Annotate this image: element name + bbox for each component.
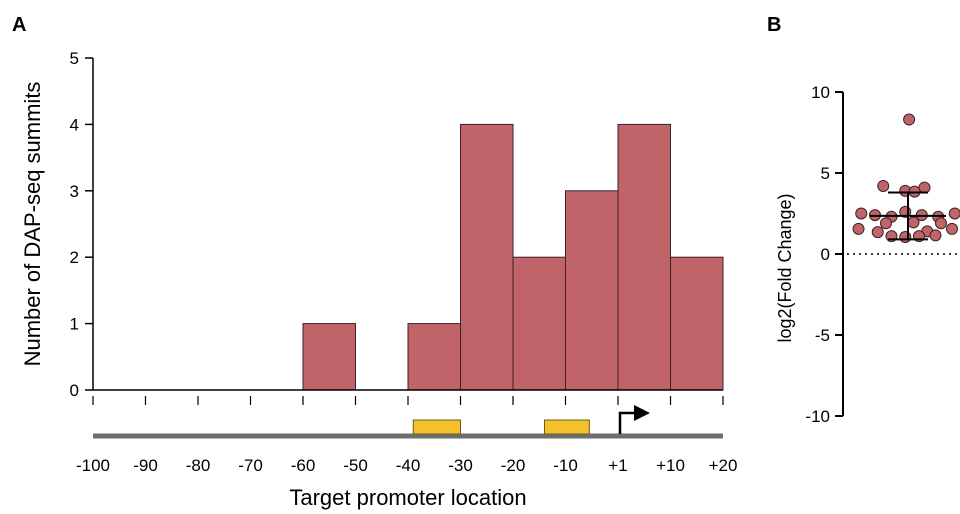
x-tick-label: -30 (448, 456, 473, 475)
promoter-element-box (412, 419, 461, 435)
histogram-bars (302, 123, 724, 391)
x-tick-label: -20 (501, 456, 526, 475)
y-tick-label-b: 5 (821, 164, 830, 183)
x-tick-label: +10 (656, 456, 685, 475)
promoter-element-box (544, 419, 590, 435)
data-point (877, 179, 890, 192)
y-tick-label: 4 (70, 115, 79, 134)
histogram-axes: 0 1 2 3 4 5 -100 -90 -80 -70 -60 -50 -40 -30 -20 -10 +1 +… (70, 49, 738, 475)
x-tick-label: +20 (709, 456, 738, 475)
x-tick-label: -90 (133, 456, 158, 475)
y-tick-label-b: 10 (811, 83, 830, 102)
histogram-chart: 0 1 2 3 4 5 -100 -90 -80 -70 -60 -50 -40 -30 -20 -10 +1 +… (20, 49, 737, 510)
data-point (899, 230, 912, 243)
data-point (935, 217, 947, 230)
x-tick-label: -70 (238, 456, 263, 475)
data-point (946, 222, 958, 235)
x-tick-label: -50 (343, 456, 368, 475)
data-point (929, 229, 942, 242)
data-point (855, 207, 868, 220)
data-point (852, 222, 865, 235)
histogram-bar (512, 256, 566, 391)
data-point (880, 217, 892, 230)
data-point (871, 226, 884, 239)
y-tick-label: 5 (70, 49, 79, 68)
x-tick-label: -100 (76, 456, 110, 475)
y-tick-label: 1 (70, 315, 79, 334)
x-tick-label: -40 (396, 456, 421, 475)
data-point (948, 207, 960, 220)
y-axis-title: Number of DAP-seq summits (20, 82, 45, 367)
scatter-points (852, 113, 960, 243)
panel-a-label: A (12, 14, 26, 36)
data-point (918, 181, 931, 194)
y-tick-label: 3 (70, 182, 79, 201)
histogram-bar (302, 323, 356, 391)
data-point (903, 113, 916, 126)
y-axis-title-b: log2(Fold Change) (775, 193, 795, 342)
histogram-bar (460, 123, 514, 391)
promoter-diagram (93, 405, 723, 439)
histogram-bar (407, 323, 461, 391)
mean-sd-bars (870, 191, 946, 241)
tss-arrow-head (634, 405, 650, 421)
panel-b-label: B (767, 14, 781, 36)
histogram-bar (617, 123, 671, 391)
x-tick-label: -80 (186, 456, 211, 475)
x-tick-label: -60 (291, 456, 316, 475)
y-tick-label-b: -10 (805, 407, 830, 426)
histogram-bar (670, 256, 724, 391)
y-tick-label: 2 (70, 248, 79, 267)
x-tick-label: -10 (553, 456, 578, 475)
y-tick-label: 0 (70, 381, 79, 400)
x-tick-label: +1 (608, 456, 627, 475)
scatter-axes: 10 5 0 -5 -10 (805, 83, 958, 426)
y-tick-label-b: -5 (815, 326, 830, 345)
fold-change-scatter: 10 5 0 -5 -10 log2(Fold Change) (775, 83, 960, 426)
histogram-bar (565, 190, 619, 391)
tss-arrow-stem (618, 411, 636, 434)
data-point (907, 216, 920, 229)
x-axis-title: Target promoter location (289, 485, 526, 510)
y-tick-label-b: 0 (821, 245, 830, 264)
